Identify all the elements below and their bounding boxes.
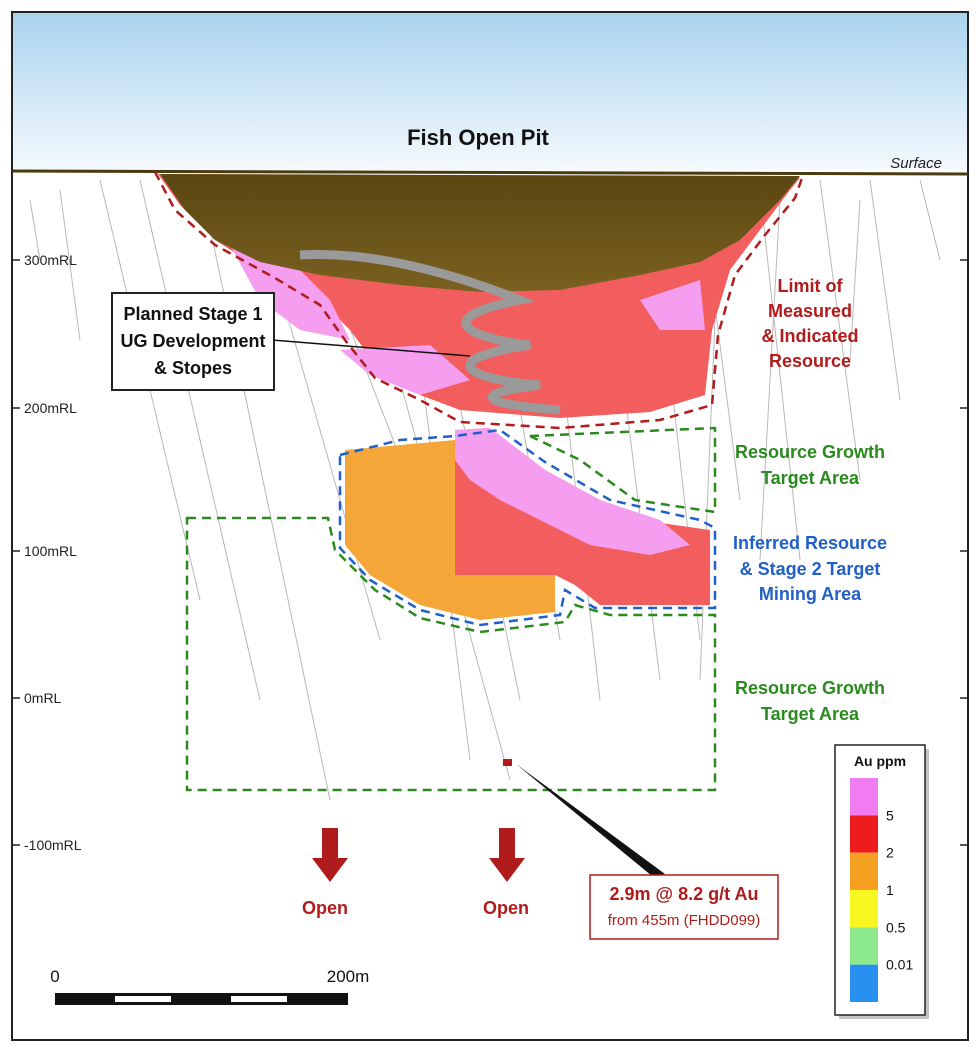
intercept-marker bbox=[503, 759, 512, 766]
sky bbox=[13, 13, 967, 170]
decline bbox=[299, 249, 561, 415]
limit-label: Measured bbox=[768, 301, 852, 321]
callout-box bbox=[111, 292, 275, 391]
surface-label: Surface bbox=[890, 155, 942, 172]
rl-label: 200mRL bbox=[24, 400, 77, 416]
rl-label: -100mRL bbox=[24, 837, 82, 853]
inferred-label: Inferred Resource bbox=[733, 533, 887, 553]
legend-swatch bbox=[850, 778, 878, 816]
scale-bar: 0 200m bbox=[50, 967, 369, 1005]
intercept-detail: from 455m (FHDD099) bbox=[608, 912, 761, 929]
intercept-leader bbox=[516, 764, 665, 876]
inferred-high-grade bbox=[455, 428, 690, 555]
growth-outline-lower bbox=[185, 516, 717, 792]
limit-outline bbox=[153, 171, 804, 430]
open-pit bbox=[160, 174, 800, 292]
growth-label: Resource Growth bbox=[735, 442, 885, 462]
scale-bar-base bbox=[55, 993, 348, 1005]
high-grade-zones bbox=[230, 245, 705, 395]
callout-leader bbox=[271, 339, 471, 357]
scale-start: 0 bbox=[50, 967, 59, 986]
intercept-headline: 2.9m @ 8.2 g/t Au bbox=[610, 884, 759, 904]
legend-label: 2 bbox=[886, 845, 894, 861]
open-label: Open bbox=[302, 898, 348, 918]
callout-line: UG Development bbox=[120, 331, 265, 351]
growth-label: Target Area bbox=[761, 704, 860, 724]
surface-line bbox=[11, 169, 969, 176]
rl-label: 100mRL bbox=[24, 543, 77, 559]
callout-line: Planned Stage 1 bbox=[123, 304, 262, 324]
legend-box bbox=[834, 744, 926, 1016]
limit-label: Limit of bbox=[778, 276, 844, 296]
legend-label: 1 bbox=[886, 882, 894, 898]
callout-line: & Stopes bbox=[154, 358, 232, 378]
open-label: Open bbox=[483, 898, 529, 918]
scale-end: 200m bbox=[327, 967, 370, 986]
rl-label: 300mRL bbox=[24, 252, 77, 268]
legend-swatch bbox=[850, 927, 878, 965]
legend-title: Au ppm bbox=[854, 753, 906, 769]
growth-label: Resource Growth bbox=[735, 678, 885, 698]
legend-swatch bbox=[850, 964, 878, 1002]
intercept-box bbox=[589, 874, 779, 940]
legend-label: 0.01 bbox=[886, 957, 913, 973]
legend-swatch bbox=[850, 815, 878, 853]
legend-swatch bbox=[850, 890, 878, 928]
limit-label: Resource bbox=[769, 351, 851, 371]
inferred-label: & Stage 2 Target bbox=[740, 559, 881, 579]
open-arrow bbox=[489, 828, 525, 882]
title: Fish Open Pit bbox=[407, 125, 549, 150]
legend-swatch bbox=[850, 852, 878, 890]
legend-label: 5 bbox=[886, 807, 894, 823]
scale-bar-segment bbox=[115, 996, 171, 1002]
inferred-label: Mining Area bbox=[759, 584, 862, 604]
rl-axis: 300mRL 200mRL 100mRL 0mRL -100mRL bbox=[12, 252, 968, 853]
legend-label: 0.5 bbox=[886, 919, 906, 935]
limit-label: & Indicated bbox=[761, 326, 858, 346]
inferred-outline bbox=[338, 428, 717, 627]
legend: Au ppm 5 2 1 0.5 0.01 bbox=[834, 744, 929, 1019]
growth-label: Target Area bbox=[761, 468, 860, 488]
rl-label: 0mRL bbox=[24, 690, 62, 706]
open-arrow bbox=[312, 828, 348, 882]
scale-bar-segment bbox=[231, 996, 287, 1002]
growth-outline-upper bbox=[529, 426, 717, 514]
